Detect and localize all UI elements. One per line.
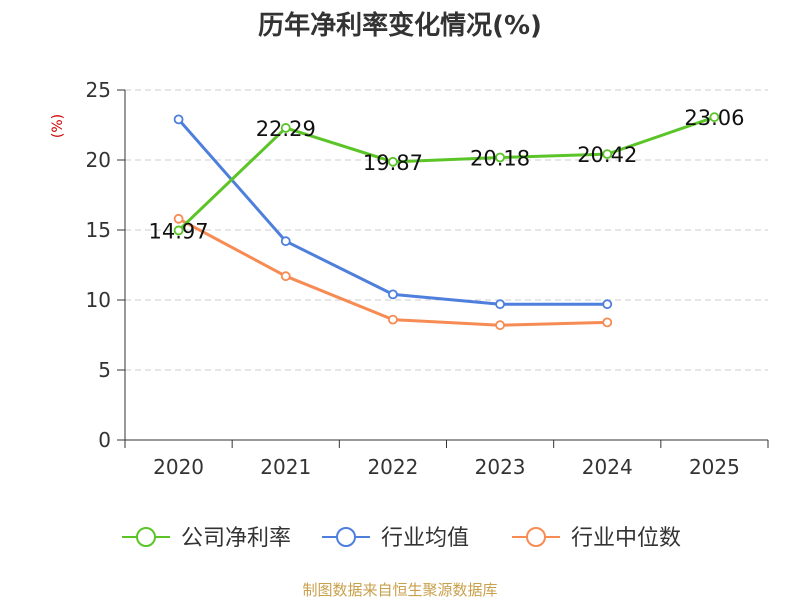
data-labels: 14.97 22.29 19.87 20.18 20.42 23.06 bbox=[149, 106, 745, 243]
data-point-1-2024 bbox=[602, 299, 613, 310]
legend-marker-1 bbox=[336, 527, 356, 547]
data-point-1-2021 bbox=[280, 236, 291, 247]
legend-item-1[interactable]: 行业均值 bbox=[322, 526, 469, 551]
x-tick-label-2021: 2021 bbox=[260, 455, 311, 479]
legend-item-0[interactable]: 公司净利率 bbox=[122, 526, 291, 551]
data-point-1-2023 bbox=[495, 299, 505, 310]
data-point-0-2025 bbox=[709, 112, 720, 123]
series-line-1 bbox=[177, 118, 608, 306]
data-point-0-2024 bbox=[602, 149, 613, 160]
data-point-0-2023 bbox=[495, 152, 505, 163]
data-point-1-2020 bbox=[173, 114, 184, 125]
x-tick-label-2020: 2020 bbox=[153, 455, 204, 479]
data-label-0-2024: 20.42 bbox=[577, 143, 637, 167]
legend[interactable]: 公司净利率 行业均值 行业中位数 bbox=[122, 526, 681, 551]
legend-item-2[interactable]: 行业中位数 bbox=[512, 526, 681, 551]
data-point-2-2020 bbox=[173, 213, 184, 224]
chart-title: 历年净利率变化情况(%) bbox=[258, 10, 542, 41]
x-tick-label-2025: 2025 bbox=[689, 455, 740, 479]
y-axis-unit-label: (%) bbox=[50, 114, 66, 138]
data-point-0-2022 bbox=[388, 156, 398, 167]
series-line-2 bbox=[177, 217, 608, 327]
legend-marker-2 bbox=[526, 527, 546, 547]
data-label-0-2022: 19.87 bbox=[363, 151, 423, 175]
data-label-0-2025: 23.06 bbox=[684, 106, 744, 130]
y-tick-label-20: 20 bbox=[86, 148, 111, 172]
data-point-0-2021 bbox=[280, 123, 291, 133]
legend-label-2: 行业中位数 bbox=[571, 526, 681, 551]
y-tick-label-5: 5 bbox=[98, 358, 111, 382]
data-point-2-2023 bbox=[495, 320, 505, 331]
x-tick-label-2022: 2022 bbox=[367, 455, 418, 479]
data-point-2-2024 bbox=[602, 317, 613, 328]
legend-label-0: 公司净利率 bbox=[181, 526, 291, 551]
data-label-0-2020: 14.97 bbox=[149, 219, 209, 243]
data-point-1-2022 bbox=[388, 289, 398, 300]
y-tick-label-15: 15 bbox=[86, 218, 111, 242]
x-tick-label-2024: 2024 bbox=[582, 455, 633, 479]
legend-label-1: 行业均值 bbox=[381, 526, 469, 551]
legend-marker-0 bbox=[136, 527, 156, 547]
data-point-2-2021 bbox=[280, 271, 291, 282]
y-tick-label-0: 0 bbox=[98, 428, 111, 452]
series-line-0 bbox=[177, 115, 715, 232]
x-tick-label-2023: 2023 bbox=[475, 455, 526, 479]
data-point-2-2022 bbox=[388, 314, 398, 325]
source-note: 制图数据来自恒生聚源数据库 bbox=[302, 581, 497, 599]
data-label-0-2023: 20.18 bbox=[470, 146, 530, 170]
y-tick-label-25: 25 bbox=[86, 78, 111, 102]
y-tick-label-10: 10 bbox=[86, 288, 111, 312]
data-point-0-2020 bbox=[173, 225, 184, 236]
series-lines bbox=[173, 112, 720, 331]
data-label-0-2021: 22.29 bbox=[256, 117, 316, 141]
